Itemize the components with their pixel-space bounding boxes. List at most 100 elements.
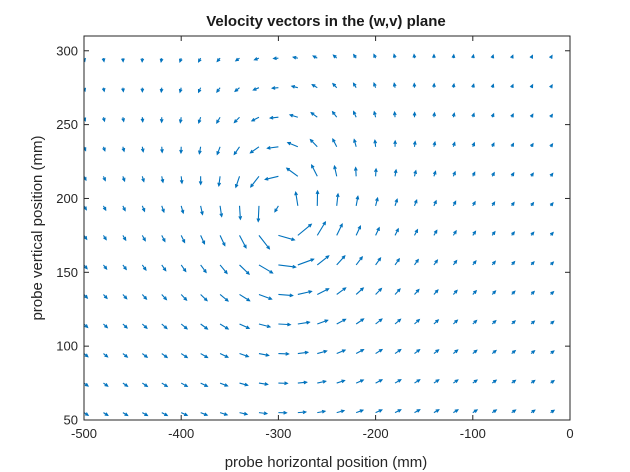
velocity-arrow	[197, 57, 202, 63]
velocity-arrow	[122, 205, 126, 212]
velocity-arrow	[550, 350, 555, 355]
velocity-arrow	[375, 287, 383, 295]
velocity-arrow	[179, 57, 183, 64]
velocity-arrow	[433, 199, 437, 207]
velocity-arrow	[278, 381, 289, 386]
velocity-arrow	[122, 323, 128, 329]
velocity-arrow	[250, 116, 260, 122]
velocity-arrow	[471, 112, 475, 118]
velocity-arrow	[452, 319, 459, 325]
velocity-arrow	[288, 113, 298, 118]
velocity-arrow	[234, 57, 240, 62]
velocity-arrow	[491, 319, 497, 325]
velocity-arrow	[453, 409, 459, 414]
y-tick-label: 150	[56, 265, 78, 280]
velocity-arrow	[491, 142, 495, 148]
velocity-arrow	[278, 264, 297, 269]
velocity-arrow	[180, 294, 188, 302]
velocity-arrow	[373, 139, 378, 147]
velocity-arrow	[394, 348, 402, 354]
velocity-arrow	[352, 53, 357, 59]
velocity-arrow	[239, 293, 251, 302]
velocity-arrow	[491, 349, 497, 354]
velocity-arrow	[549, 202, 554, 207]
velocity-arrow	[355, 195, 360, 206]
velocity-arrow	[549, 231, 554, 236]
velocity-arrow	[433, 259, 439, 266]
velocity-arrow	[309, 138, 318, 148]
velocity-arrow	[121, 87, 125, 93]
velocity-arrow	[121, 146, 126, 153]
velocity-arrow	[355, 349, 365, 355]
velocity-arrow	[159, 58, 164, 64]
velocity-arrow	[297, 223, 313, 236]
velocity-arrow	[394, 379, 402, 384]
velocity-arrow	[216, 87, 221, 93]
velocity-arrow	[336, 379, 346, 384]
velocity-arrow	[258, 323, 272, 329]
velocity-arrow	[161, 323, 168, 330]
velocity-arrow	[453, 349, 459, 354]
velocity-arrow	[317, 288, 330, 295]
velocity-arrow	[412, 82, 417, 88]
velocity-arrow	[258, 352, 270, 357]
velocity-arrow	[433, 379, 440, 384]
velocity-arrow	[374, 167, 378, 177]
velocity-arrow	[353, 166, 358, 177]
velocity-arrow	[529, 113, 534, 118]
velocity-arrow	[84, 264, 88, 270]
velocity-arrow	[103, 382, 109, 387]
velocity-arrow	[472, 379, 478, 384]
y-axis-label: probe vertical position (mm)	[29, 135, 46, 320]
x-tick-label: -200	[363, 426, 389, 441]
velocity-arrow	[510, 201, 515, 207]
velocity-arrow	[392, 53, 397, 59]
velocity-arrow	[394, 288, 401, 295]
velocity-arrow	[179, 146, 183, 155]
x-tick-label: -500	[71, 426, 97, 441]
velocity-arrow	[285, 167, 299, 177]
velocity-arrow	[252, 87, 260, 91]
velocity-arrow	[121, 58, 125, 63]
velocity-arrow	[452, 289, 458, 295]
velocity-arrow	[453, 379, 459, 384]
velocity-arrow	[101, 58, 106, 63]
velocity-arrow	[160, 146, 164, 154]
velocity-arrow	[511, 260, 516, 266]
velocity-arrow	[286, 141, 299, 148]
velocity-arrow	[414, 348, 421, 354]
velocity-arrow	[84, 294, 89, 299]
velocity-arrow	[122, 264, 127, 271]
velocity-arrow	[414, 318, 421, 325]
velocity-arrow	[103, 353, 109, 358]
velocity-arrow	[291, 55, 298, 60]
velocity-arrow	[510, 171, 515, 177]
velocity-arrow	[102, 176, 106, 182]
velocity-arrow	[141, 353, 149, 359]
velocity-arrow	[219, 205, 224, 218]
velocity-arrow	[256, 205, 261, 223]
y-tick-label: 250	[56, 117, 78, 132]
x-tick-label: -400	[168, 426, 194, 441]
velocity-arrow	[198, 146, 202, 155]
velocity-arrow	[274, 205, 279, 213]
velocity-arrow	[84, 353, 89, 358]
velocity-arrow	[373, 82, 377, 88]
velocity-arrow	[491, 171, 495, 177]
plot-frame	[83, 35, 571, 421]
velocity-arrow	[491, 379, 498, 384]
velocity-arrow	[375, 226, 380, 236]
velocity-arrow	[239, 264, 250, 275]
velocity-arrow	[250, 175, 260, 188]
velocity-arrow	[550, 261, 555, 266]
velocity-arrow	[491, 230, 496, 236]
velocity-arrow	[394, 318, 402, 325]
velocity-arrow	[140, 87, 145, 93]
velocity-arrow	[491, 290, 497, 295]
velocity-arrow	[200, 353, 209, 359]
velocity-arrow	[432, 82, 436, 88]
velocity-arrow	[491, 409, 498, 414]
velocity-arrow	[179, 176, 184, 185]
velocity-arrow	[141, 323, 148, 330]
velocity-arrow	[317, 409, 327, 414]
